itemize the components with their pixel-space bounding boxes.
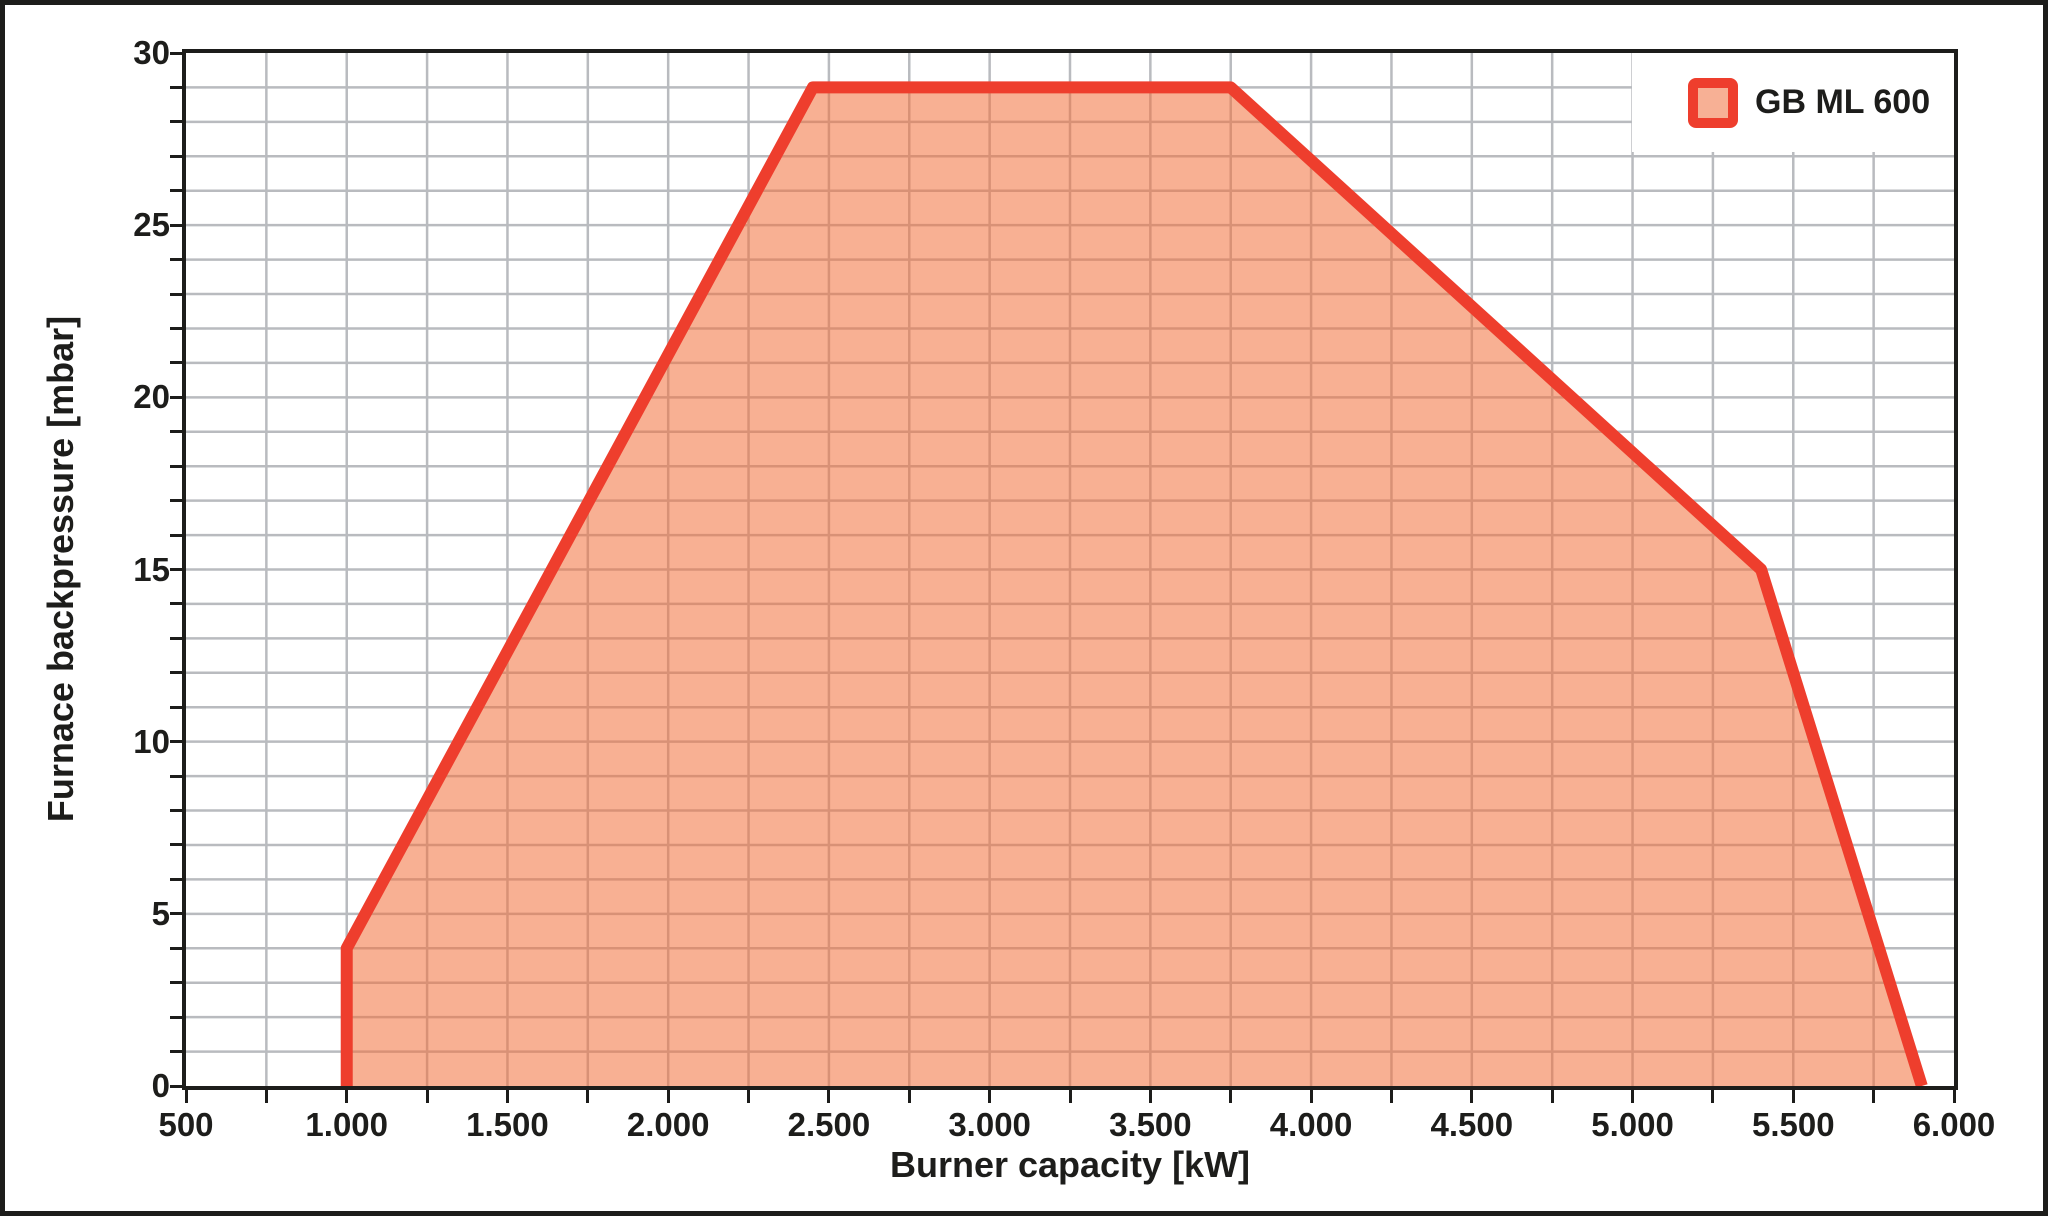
- x-axis-tick: [1952, 1090, 1956, 1103]
- y-axis-tick: [170, 705, 182, 709]
- y-axis-tick: [170, 154, 182, 158]
- y-axis-tick: [170, 361, 182, 365]
- y-axis-tick: [170, 499, 182, 503]
- y-axis-tick: [170, 85, 182, 89]
- y-axis-tick: [170, 430, 182, 434]
- x-tick-label: 2.000: [626, 1106, 710, 1143]
- y-axis-tick: [170, 464, 182, 468]
- legend: GB ML 600: [1632, 53, 1954, 152]
- x-axis-tick: [1791, 1090, 1795, 1103]
- y-axis-tick: [170, 292, 182, 296]
- x-axis-tick: [264, 1090, 268, 1103]
- x-tick-label: 4.500: [1430, 1106, 1514, 1143]
- x-axis-tick: [747, 1090, 751, 1103]
- y-tick-label: 15: [133, 550, 170, 588]
- working-field-outline: [340, 81, 1928, 1086]
- y-axis-tick: [170, 602, 182, 606]
- x-axis-tick: [586, 1090, 590, 1103]
- x-tick-label: 1.500: [466, 1106, 549, 1143]
- y-axis-tick: [170, 946, 182, 950]
- x-tick-label: 3.500: [1109, 1106, 1192, 1143]
- x-axis-tick: [907, 1090, 911, 1103]
- chart-canvas: [186, 53, 1954, 1086]
- x-axis-tick: [345, 1090, 349, 1103]
- x-tick-label: 4.000: [1269, 1106, 1353, 1143]
- y-axis-tick: [170, 843, 182, 847]
- y-axis-tick: [170, 912, 182, 916]
- x-tick-label: 5.500: [1751, 1106, 1835, 1143]
- x-axis-tick: [666, 1090, 670, 1103]
- x-axis-tick: [184, 1090, 188, 1103]
- x-tick-label: 1.000: [305, 1106, 389, 1143]
- x-axis-tick: [1229, 1090, 1233, 1103]
- y-axis-tick: [170, 223, 182, 227]
- y-axis-tick: [170, 568, 182, 571]
- y-tick-label: 30: [133, 34, 170, 71]
- y-axis-tick: [170, 1015, 182, 1019]
- y-axis-tick: [170, 981, 182, 985]
- y-axis-tick: [170, 809, 182, 813]
- x-tick-label: 5.000: [1591, 1106, 1674, 1143]
- x-axis-tick: [1309, 1090, 1313, 1103]
- x-axis-tick: [1550, 1090, 1554, 1103]
- y-axis-tick: [170, 258, 182, 262]
- y-axis-tick: [170, 120, 182, 124]
- y-tick-label: 0: [151, 1067, 170, 1104]
- x-axis-tick: [988, 1090, 992, 1103]
- x-axis-tick: [505, 1090, 509, 1103]
- x-tick-label: 2.500: [787, 1106, 871, 1143]
- x-tick-label: 3.000: [948, 1106, 1031, 1143]
- x-axis-title: Burner capacity [kW]: [889, 1144, 1251, 1185]
- x-tick-label: 500: [158, 1106, 214, 1143]
- y-tick-label: 5: [151, 894, 170, 932]
- y-tick-label: 20: [133, 378, 170, 416]
- y-axis-tick: [170, 51, 182, 55]
- y-axis-tick: [170, 671, 182, 675]
- x-axis-tick: [1470, 1090, 1474, 1103]
- x-axis-tick: [1711, 1090, 1715, 1103]
- y-tick-label: 25: [133, 206, 170, 244]
- y-axis-tick: [170, 774, 182, 778]
- y-axis-tick: [170, 636, 182, 640]
- y-axis-tick: [170, 533, 182, 537]
- x-axis-tick: [1148, 1090, 1152, 1103]
- x-axis-tick: [1872, 1090, 1876, 1103]
- y-axis-tick: [170, 1050, 182, 1054]
- y-tick-label: 10: [133, 722, 170, 760]
- x-axis-tick: [1631, 1090, 1635, 1103]
- x-axis-tick: [425, 1090, 429, 1103]
- y-axis-tick: [170, 1084, 182, 1088]
- legend-swatch: [1688, 77, 1738, 128]
- plot-area: GB ML 600: [182, 49, 1958, 1090]
- y-axis-tick: [170, 326, 182, 330]
- x-axis-tick: [827, 1090, 831, 1103]
- y-axis-tick: [170, 189, 182, 193]
- x-axis-tick: [1389, 1090, 1393, 1103]
- y-axis-tick: [170, 740, 182, 744]
- y-axis-tick: [170, 877, 182, 881]
- y-axis-tick: [170, 395, 182, 399]
- legend-label: GB ML 600: [1755, 83, 1931, 121]
- x-axis-tick: [1068, 1090, 1072, 1103]
- legend-swatch-fill: [1698, 87, 1728, 118]
- x-tick-label: 6.000: [1912, 1106, 1996, 1143]
- working-field-area: [346, 87, 1922, 1086]
